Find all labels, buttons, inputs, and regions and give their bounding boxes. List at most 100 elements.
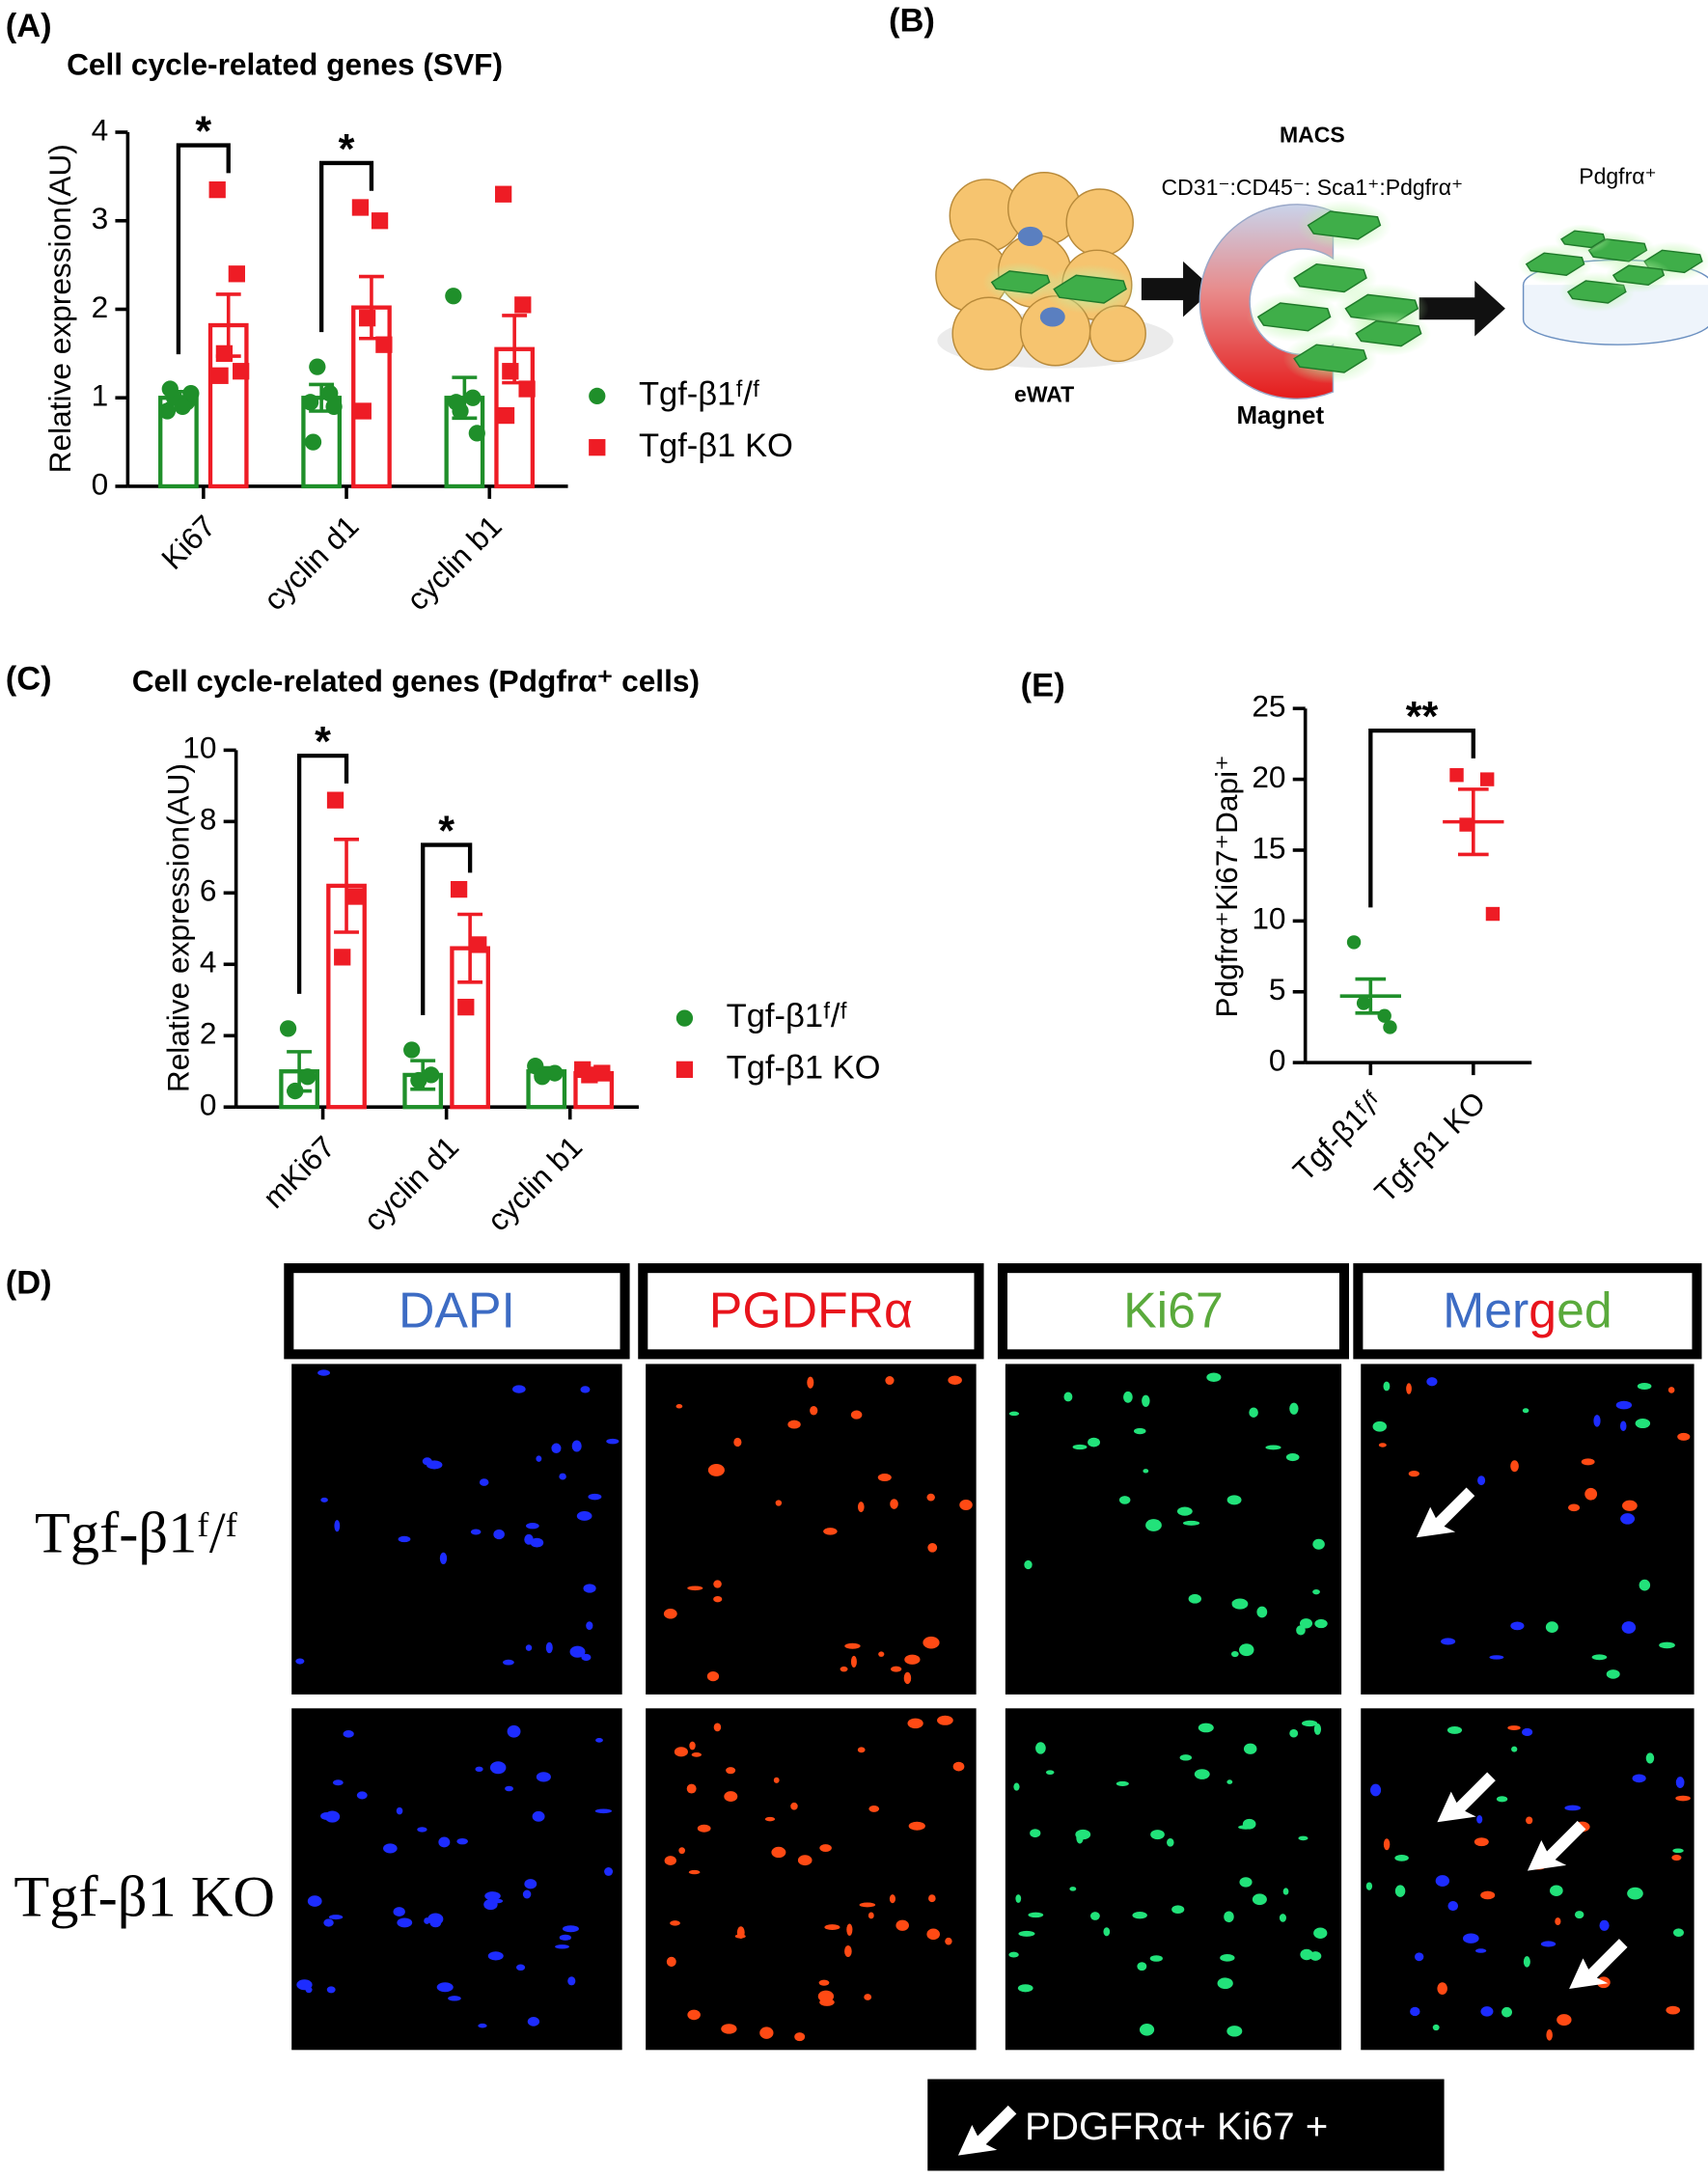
- data-point: [445, 288, 462, 305]
- data-point: [464, 389, 482, 406]
- cell-signal: [1035, 1742, 1046, 1754]
- cell-signal: [818, 1979, 830, 1986]
- significance-bracket: [1368, 728, 1475, 908]
- cell-signal: [1226, 1495, 1242, 1505]
- cell-signal: [877, 1474, 892, 1482]
- cell-signal: [1285, 1453, 1300, 1462]
- cell-signal: [555, 1944, 569, 1949]
- column-header: [284, 1263, 630, 1360]
- cell-signal: [1619, 1420, 1627, 1432]
- data-point: [502, 363, 519, 380]
- cell-signal: [891, 1666, 902, 1672]
- cell-signal: [1675, 1777, 1685, 1789]
- cell-signal: [1446, 1725, 1463, 1734]
- data-point: [309, 358, 326, 375]
- cell-signal: [1522, 1727, 1533, 1737]
- cell-signal: [1437, 1982, 1447, 1996]
- cell-signal: [691, 1752, 702, 1757]
- data-point: [326, 791, 344, 809]
- data-point: [581, 1066, 598, 1084]
- cell-signal: [771, 1846, 786, 1859]
- cell-signal: [797, 1855, 813, 1866]
- cell-signal: [850, 1655, 857, 1668]
- data-point: [497, 406, 515, 425]
- cell: [1293, 344, 1367, 373]
- chart-title: Cell cycle-related genes (SVF): [67, 47, 503, 82]
- diagram-source: eWAT: [1014, 382, 1074, 407]
- cell-signal: [1480, 1890, 1496, 1900]
- cell-signal: [448, 1996, 461, 2001]
- column-label-part: DAPI: [399, 1282, 515, 1337]
- cell-signal: [1242, 1818, 1256, 1830]
- cell-signal: [334, 1520, 341, 1532]
- data-point: [351, 199, 370, 216]
- cell-signal: [559, 1473, 566, 1480]
- data-point: [589, 387, 606, 405]
- data-point: [334, 949, 351, 966]
- cell-signal: [1171, 1905, 1185, 1915]
- data-point: [161, 380, 179, 398]
- data-point: [233, 363, 250, 380]
- cell: [1612, 264, 1666, 287]
- cell-signal: [844, 1944, 852, 1957]
- cell-signal: [857, 1747, 866, 1753]
- significance-label: **: [1406, 694, 1439, 740]
- significance-bracket: [318, 160, 374, 333]
- data-point: [346, 888, 364, 905]
- micrograph: [291, 1364, 622, 1695]
- cell-signal: [724, 1791, 738, 1802]
- cell-signal: [1677, 1432, 1691, 1441]
- data-point: [299, 1068, 317, 1086]
- column-label-part: Mer: [1443, 1282, 1529, 1337]
- y-tick-label: 3: [92, 201, 109, 235]
- data-point: [182, 385, 200, 402]
- cell-signal: [1671, 1854, 1682, 1861]
- cell-signal: [952, 1761, 965, 1772]
- cell-signal: [1230, 1650, 1239, 1658]
- cell-signal: [326, 1986, 336, 1994]
- cell-signal: [790, 1802, 798, 1810]
- column-label-part: ed: [1556, 1282, 1612, 1337]
- cell-signal: [1132, 1912, 1147, 1919]
- cell-signal: [850, 1410, 863, 1420]
- cell-signal: [1145, 1519, 1162, 1531]
- cell-signal: [1239, 1877, 1253, 1888]
- cell-signal: [1312, 1588, 1320, 1595]
- significance-bracket: [421, 842, 473, 1016]
- cell-signal: [1635, 1419, 1651, 1429]
- cell-signal: [1265, 1445, 1281, 1450]
- column-label-part: PGDFRα: [709, 1282, 913, 1337]
- cell-signal: [1256, 1606, 1268, 1618]
- cell-signal: [1414, 1952, 1424, 1962]
- cell-signal: [580, 1386, 591, 1393]
- data-point: [495, 185, 512, 203]
- cell-signal: [689, 1741, 696, 1751]
- cell-signal: [674, 1747, 688, 1757]
- cell-signal: [1300, 1948, 1313, 1961]
- cell-signal: [904, 1654, 921, 1665]
- cell-signal: [1075, 1829, 1091, 1840]
- cell-signal: [417, 1827, 427, 1833]
- cell-signal: [675, 1404, 683, 1409]
- cell-signal: [1296, 1625, 1306, 1636]
- y-tick-label: 4: [200, 945, 217, 979]
- cell-signal: [436, 1982, 454, 1993]
- cell-signal: [478, 2023, 487, 2028]
- nucleus: [1039, 307, 1065, 327]
- cell-signal: [1489, 1655, 1504, 1660]
- cell-signal: [823, 1528, 838, 1535]
- cell-signal: [1410, 2006, 1420, 2017]
- cell-signal: [927, 1542, 938, 1553]
- diagram-magnet: Magnet: [1236, 402, 1324, 429]
- cell-signal: [1220, 1954, 1235, 1962]
- cell-signal: [1123, 1391, 1133, 1403]
- data-point: [1383, 1020, 1397, 1034]
- cell-signal: [663, 1609, 677, 1619]
- cell-signal: [583, 1584, 596, 1593]
- cell-signal: [1289, 1728, 1299, 1738]
- y-tick-label: 15: [1252, 830, 1285, 865]
- cell-signal: [1463, 1933, 1479, 1944]
- panel-label: (A): [6, 8, 52, 44]
- cell-signal: [764, 1816, 776, 1822]
